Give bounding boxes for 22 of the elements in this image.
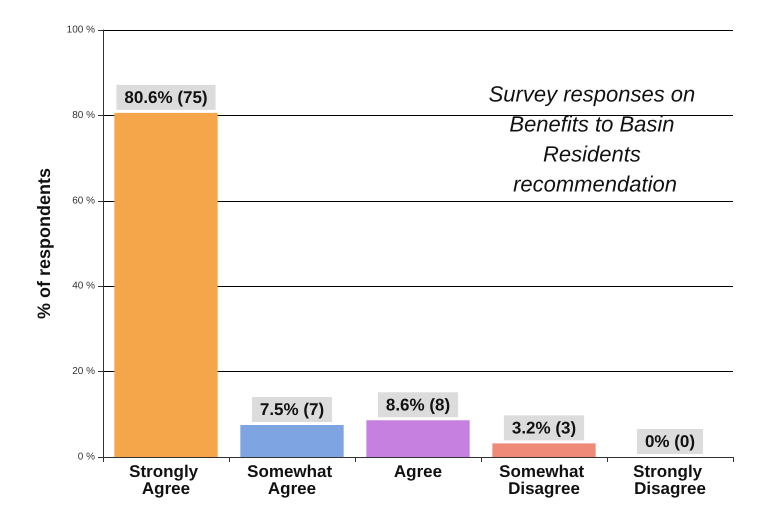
y-tick-label: 0 % bbox=[78, 452, 96, 462]
data-label: 0% (0) bbox=[644, 432, 696, 451]
data-label: 80.6% (75) bbox=[124, 88, 208, 107]
y-tick-label: 60 % bbox=[72, 195, 96, 206]
y-tick-label: 100 % bbox=[66, 24, 96, 36]
bar bbox=[240, 424, 344, 457]
x-tick-label: Somewhat Disagree bbox=[499, 462, 589, 498]
bar bbox=[366, 420, 470, 457]
x-tick-label: Strongly Disagree bbox=[633, 462, 707, 498]
y-tick-label: 40 % bbox=[72, 280, 96, 292]
data-label: 3.2% (3) bbox=[512, 418, 576, 438]
data-label: 8.6% (8) bbox=[386, 395, 450, 414]
x-tick-label: Agree bbox=[394, 462, 442, 481]
bar bbox=[492, 443, 596, 457]
x-tick-label: Strongly Agree bbox=[129, 462, 203, 498]
bar bbox=[114, 112, 218, 457]
text: Survey responses on Benefits to Basin Residents recommendation bbox=[488, 82, 702, 196]
data-label: 7.5% (7) bbox=[260, 400, 324, 419]
y-tick-label: 80 % bbox=[72, 110, 96, 121]
y-tick-label: 20 % bbox=[72, 366, 96, 378]
x-tick-label: Somewhat Agree bbox=[247, 462, 337, 498]
y-axis-title: % of respondents bbox=[34, 168, 54, 320]
